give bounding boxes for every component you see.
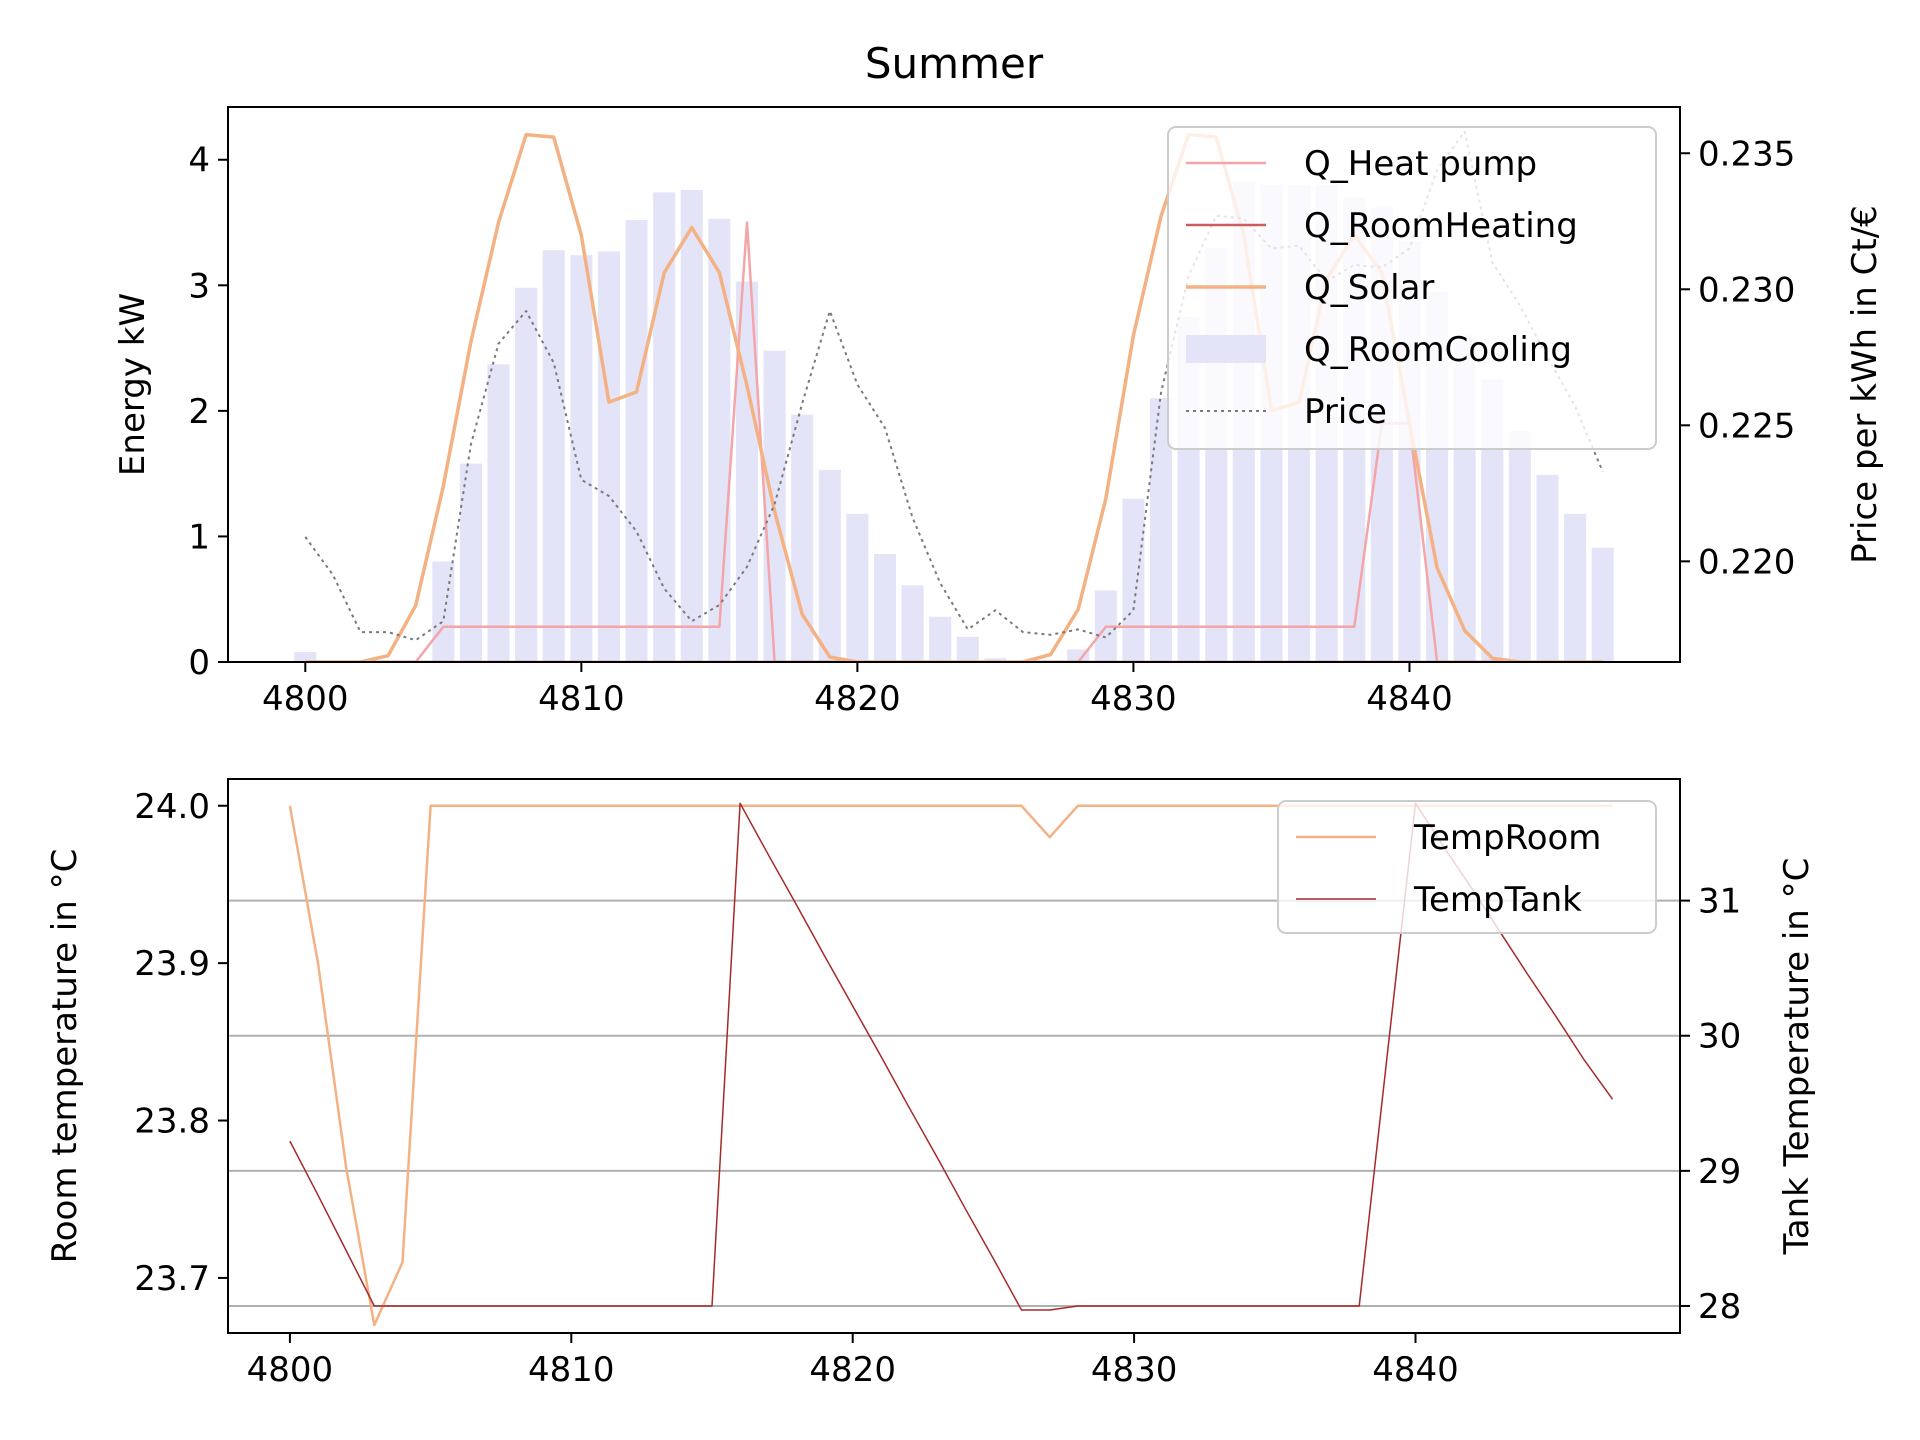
legend-label-q-heat-pump: Q_Heat pump [1304,144,1537,184]
bar-q-roomcooling [294,651,317,662]
y-axis-label: Energy kW [113,293,153,476]
top-axes-frame [227,106,1681,663]
bar-q-roomcooling [873,554,897,662]
legend-box [1277,800,1657,934]
bar-q-roomcooling [984,658,1007,662]
x-tick-label: 4840 [1372,1350,1459,1390]
legend-label-q-roomheating: Q_RoomHeating [1304,206,1578,246]
legend-label-q-solar: Q_Solar [1304,268,1434,308]
x-tick-label: 4820 [814,679,901,719]
bar-q-roomcooling [929,616,952,662]
bar-q-roomcooling [1122,498,1145,662]
series-line-temptank [289,802,1614,1311]
y-tick-label: 0 [188,643,210,683]
bar-q-roomcooling [846,513,869,662]
y2-tick-label: 28 [1698,1287,1741,1327]
bar-q-roomcooling [597,251,620,662]
bar-q-roomcooling [1481,379,1504,662]
y-tick-label: 24.0 [134,787,210,827]
chart-title: Summer [865,39,1044,88]
y-axis-label: Room temperature in °C [45,849,85,1264]
bar-q-roomcooling [1564,513,1587,662]
bottom-axes-frame [227,778,1681,1334]
x-tick-label: 4810 [528,1350,615,1390]
legend-label-q-roomcooling: Q_RoomCooling [1304,330,1572,370]
x-tick-label: 4820 [809,1350,896,1390]
bar-q-roomcooling [1067,649,1090,662]
y2-tick-label: 0.220 [1698,542,1795,582]
y2-tick-label: 30 [1698,1017,1741,1057]
y-tick-label: 2 [188,392,210,432]
y-tick-label: 23.9 [134,944,210,984]
y2-tick-label: 0.230 [1698,270,1795,310]
bar-q-roomcooling [432,561,455,662]
y-tick-label: 1 [188,517,210,557]
bar-q-roomcooling [680,189,703,662]
bar-q-roomcooling [818,469,841,662]
y2-axis-label: Price per kWh in Ct/€ [1845,205,1885,564]
bar-q-roomcooling [542,250,565,662]
legend-label-price: Price [1304,392,1387,432]
top-plot-area [294,130,1614,662]
y-tick-label: 4 [188,141,210,181]
bar-q-roomcooling [1508,430,1531,662]
bar-q-roomcooling [459,463,482,662]
x-tick-label: 4800 [262,679,349,719]
bar-q-roomcooling [515,287,538,662]
y-tick-label: 3 [188,266,210,306]
bar-q-roomcooling [901,585,924,662]
bar-q-roomcooling [625,220,648,662]
bar-q-roomcooling [570,255,593,662]
bar-q-roomcooling [487,364,510,662]
x-tick-label: 4810 [538,679,625,719]
y2-tick-label: 31 [1698,882,1741,922]
legend-label-temptank: TempTank [1413,880,1582,920]
y2-tick-label: 29 [1698,1152,1741,1192]
bar-q-roomcooling [956,636,979,662]
bar-q-roomcooling [1149,398,1173,662]
y-tick-label: 23.8 [134,1102,210,1142]
x-tick-label: 4830 [1091,1350,1178,1390]
x-tick-label: 4800 [247,1350,334,1390]
y2-tick-label: 0.225 [1698,406,1795,446]
bar-q-roomcooling [653,192,676,662]
x-tick-label: 4840 [1366,679,1453,719]
y2-axis-label: Tank Temperature in °C [1777,858,1817,1256]
y-tick-label: 23.7 [134,1259,210,1299]
legend-box [1167,126,1657,450]
legend-handle-q-roomcooling [1186,335,1266,363]
bar-q-roomcooling [735,281,759,662]
bar-q-roomcooling [1536,474,1559,662]
bar-q-roomcooling [1591,547,1614,662]
y2-tick-label: 0.235 [1698,134,1795,174]
x-tick-label: 4830 [1090,679,1177,719]
legend-label-temproom: TempRoom [1413,818,1601,858]
